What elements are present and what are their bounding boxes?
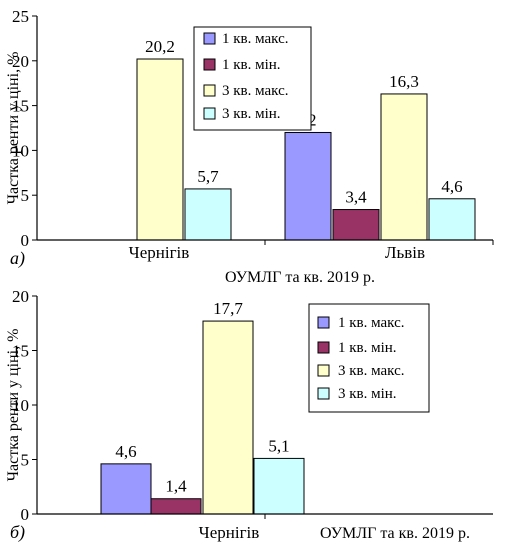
y-axis-label: Частка ренти у ціні, % — [5, 329, 22, 482]
x-axis-label: ОУМЛГ та кв. 2019 р. — [320, 525, 470, 542]
data-label: 5,7 — [197, 167, 219, 186]
y-tick-label: 0 — [21, 505, 30, 524]
y-tick-label: 20 — [12, 52, 29, 71]
panel-label: б) — [10, 522, 25, 543]
legend-swatch — [317, 387, 330, 400]
chart-panel-a: 123,420,216,35,74,60510152025ЧернігівЛьв… — [5, 7, 494, 286]
legend-entry: 3 кв. макс. — [338, 363, 405, 379]
category-label: Чернігів — [199, 523, 260, 542]
y-tick-label: 0 — [21, 231, 30, 250]
y-tick-label: 5 — [21, 451, 30, 470]
legend-swatch — [317, 316, 330, 329]
x-axis-label: ОУМЛГ та кв. 2019 р. — [225, 269, 375, 286]
legend-entry: 1 кв. макс. — [338, 315, 405, 331]
legend-entry: 1 кв. мін. — [338, 340, 397, 356]
legend-entry: 3 кв. макс. — [222, 83, 289, 99]
legend-swatch — [317, 364, 330, 377]
y-tick-label: 15 — [12, 342, 29, 361]
y-tick-label: 10 — [12, 141, 29, 160]
bar-3-s2-c1 — [380, 93, 428, 241]
data-label: 20,2 — [145, 37, 175, 56]
bar-3-s2-c0 — [136, 58, 184, 241]
bar-1-s0-c1 — [284, 131, 332, 241]
data-label: 1,4 — [165, 477, 187, 496]
legend-swatch — [317, 341, 330, 354]
legend-entry: 3 кв. мін. — [222, 106, 281, 122]
y-tick-label: 10 — [12, 396, 29, 415]
y-tick-label: 20 — [12, 287, 29, 306]
category-label: Чернігів — [129, 243, 190, 262]
bar-3-s3-c1 — [428, 198, 476, 241]
data-label: 16,3 — [389, 72, 419, 91]
legend-swatch — [203, 32, 216, 45]
y-tick-label: 25 — [12, 7, 29, 26]
legend-entry: 1 кв. мін. — [222, 57, 281, 73]
data-label: 3,4 — [345, 188, 367, 207]
category-label: Львів — [385, 243, 425, 262]
data-label: 5,1 — [268, 436, 289, 455]
bar-1-s0-c0 — [100, 463, 152, 515]
legend-swatch — [203, 58, 216, 71]
legend-swatch — [203, 107, 216, 120]
bar-1-s1-c0 — [150, 498, 202, 515]
bar-3-s2-c0 — [202, 320, 254, 515]
y-axis-label: Частка ренти у ціні, % — [5, 52, 22, 205]
legend-entry: 3 кв. мін. — [338, 386, 397, 402]
y-tick-label: 15 — [12, 97, 29, 116]
y-tick-label: 5 — [21, 186, 30, 205]
bar-3-s3-c0 — [184, 188, 232, 241]
bar-1-s1-c1 — [332, 209, 380, 241]
legend-swatch — [203, 84, 216, 97]
panel-label: а) — [10, 248, 25, 269]
data-label: 17,7 — [213, 299, 243, 318]
bar-3-s3-c0 — [253, 457, 305, 515]
legend-entry: 1 кв. макс. — [222, 31, 289, 47]
data-label: 4,6 — [115, 442, 136, 461]
chart-panel-b: 4,6 1,4 17,7 5,1 0 5 10 15 20 Чернігів ОУМЛГ та кв… — [5, 287, 493, 543]
data-label: 4,6 — [441, 177, 462, 196]
